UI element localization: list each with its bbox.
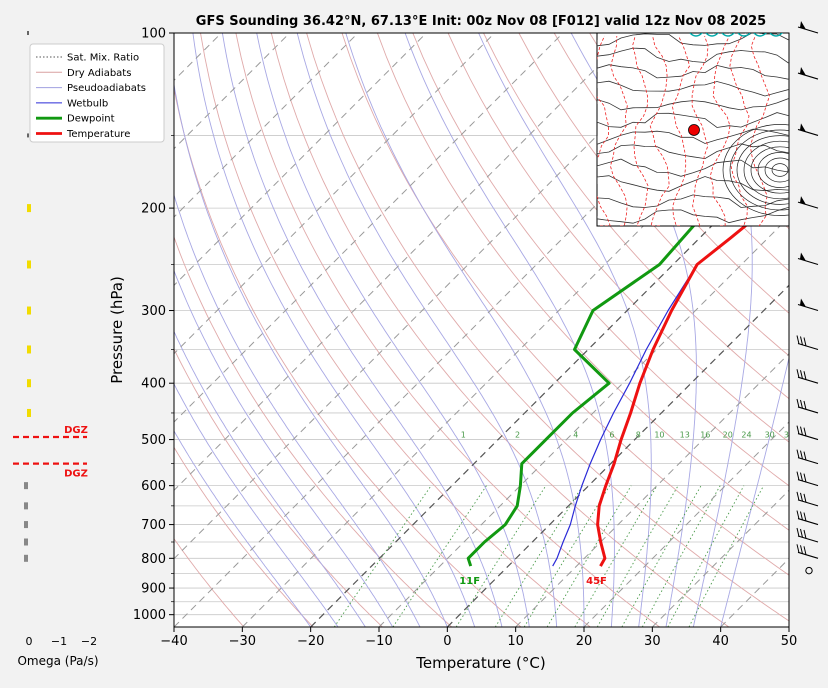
y-tick-label: 400 — [141, 377, 166, 392]
legend-label: Temperature — [66, 129, 130, 140]
x-tick-label: −20 — [297, 634, 324, 649]
dgz-label: DGZ — [64, 425, 88, 436]
omega-bar-yellow — [27, 260, 31, 268]
mixing-ratio-label: 16 — [700, 431, 710, 440]
mixing-ratio-label: 13 — [680, 431, 690, 440]
x-tick-label: −40 — [160, 634, 187, 649]
omega-bar-small — [27, 133, 29, 137]
y-tick-label: 1000 — [133, 608, 166, 623]
x-tick-label: −30 — [229, 634, 256, 649]
mixing-ratio-label: 4 — [573, 431, 578, 440]
y-tick-label: 600 — [141, 479, 166, 494]
legend-label: Pseudoadiabats — [67, 83, 146, 94]
y-axis-label: Pressure (hPa) — [108, 276, 126, 384]
mixing-ratio-label: 10 — [654, 431, 664, 440]
x-tick-label: 0 — [443, 634, 451, 649]
x-tick-label: −10 — [365, 634, 392, 649]
mixing-ratio-label: 30 — [765, 431, 775, 440]
mixing-ratio-label: 20 — [723, 431, 733, 440]
omega-bar-yellow — [27, 379, 31, 387]
surface-temperature-label: 45F — [586, 576, 607, 587]
omega-bar-yellow — [27, 204, 31, 212]
y-tick-label: 800 — [141, 552, 166, 567]
y-tick-label: 700 — [141, 518, 166, 533]
location-marker — [689, 125, 700, 136]
dgz-label: DGZ — [64, 469, 88, 480]
omega-bar-yellow — [27, 307, 31, 315]
legend: Sat. Mix. Ratio Dry Adiabats Pseudoadiabat… — [30, 44, 164, 142]
omega-bar-gray — [24, 482, 28, 489]
omega-bar-yellow — [27, 409, 31, 417]
mixing-ratio-label: 8 — [636, 431, 641, 440]
x-axis-label: Temperature (°C) — [415, 654, 545, 672]
x-tick-label: 30 — [644, 634, 661, 649]
x-tick-label: 50 — [781, 634, 798, 649]
omega-tick-label: −2 — [81, 635, 97, 648]
omega-bar-small — [27, 31, 29, 35]
legend-label: Dry Adiabats — [67, 68, 131, 79]
y-tick-label: 100 — [141, 27, 166, 42]
y-tick-label: 200 — [141, 202, 166, 217]
legend-label: Dewpoint — [67, 114, 115, 125]
legend-label: Wetbulb — [67, 98, 108, 109]
x-tick-label: 10 — [507, 634, 524, 649]
mixing-ratio-label: 24 — [741, 431, 751, 440]
chart-title: GFS Sounding 36.42°N, 67.13°E Init: 00z … — [196, 14, 766, 29]
omega-bar-gray — [24, 555, 28, 562]
y-tick-label: 500 — [141, 433, 166, 448]
omega-tick-label: −1 — [51, 635, 67, 648]
x-tick-label: 20 — [576, 634, 593, 649]
omega-tick-label: 0 — [26, 635, 33, 648]
omega-bar-gray — [24, 502, 28, 509]
x-tick-label: 40 — [712, 634, 729, 649]
mixing-ratio-label: 6 — [609, 431, 614, 440]
mixing-ratio-label: 2 — [515, 431, 520, 440]
mixing-ratio-label: 1 — [461, 431, 466, 440]
legend-label: Sat. Mix. Ratio — [67, 53, 139, 64]
omega-bar-gray — [24, 521, 28, 528]
y-tick-label: 900 — [141, 582, 166, 597]
omega-bar-yellow — [27, 345, 31, 353]
y-tick-label: 300 — [141, 304, 166, 319]
omega-bar-gray — [24, 539, 28, 546]
surface-dewpoint-label: 11F — [459, 576, 480, 587]
omega-axis-label: Omega (Pa/s) — [17, 654, 98, 668]
